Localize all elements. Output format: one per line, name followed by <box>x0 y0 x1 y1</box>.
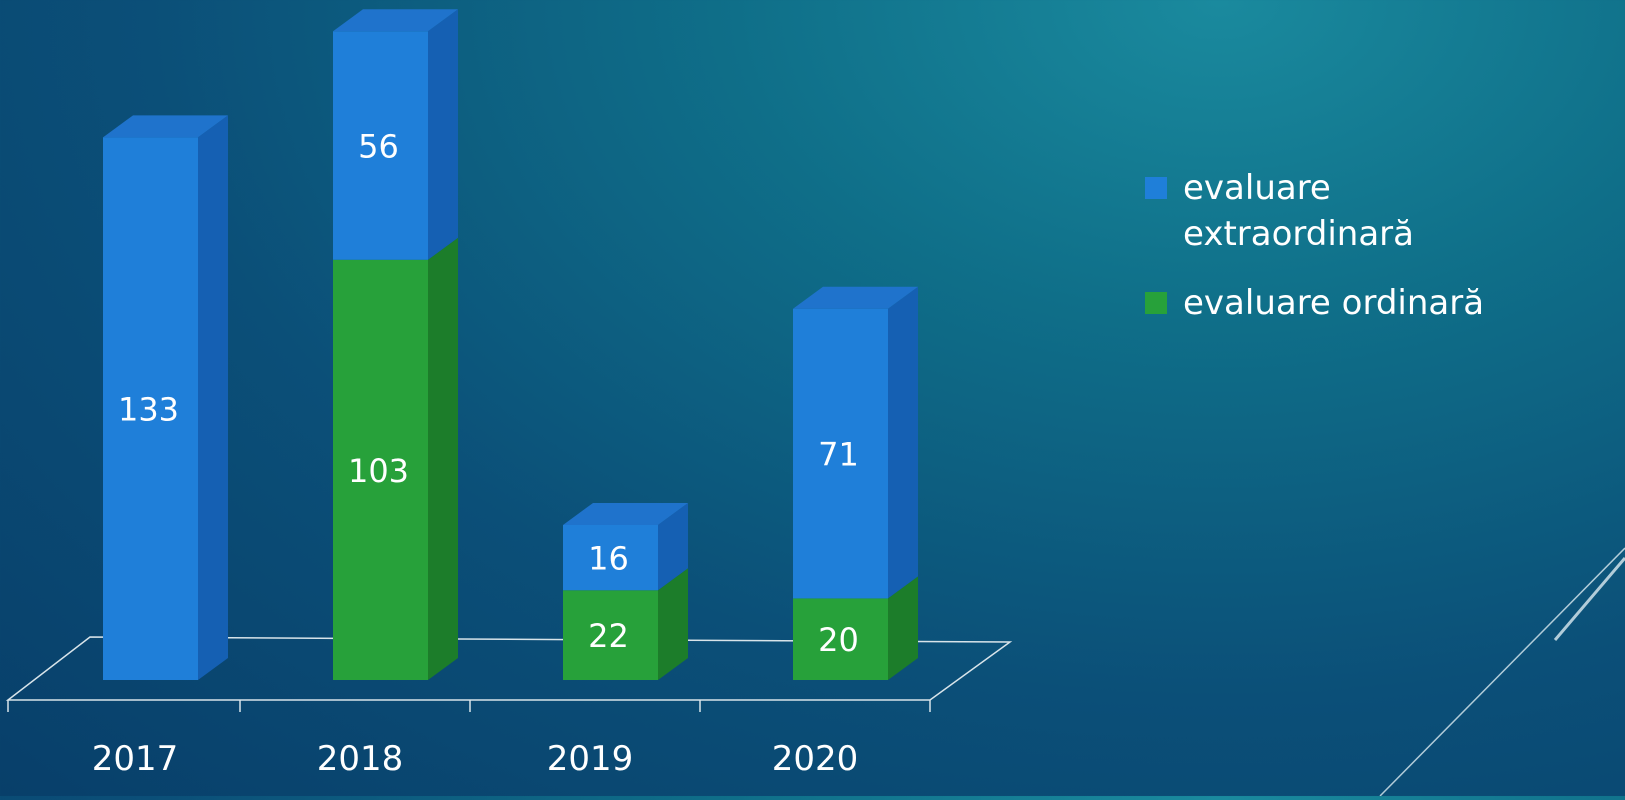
x-tick-label-2018: 2018 <box>317 739 404 779</box>
data-label-2020-evaluare-ordinară: 20 <box>818 621 859 659</box>
bar-2019-evaluare-ordinară <box>563 590 658 680</box>
data-label-2018-evaluare-extraordinară: 56 <box>358 128 399 166</box>
x-tick-label-2020: 2020 <box>772 739 859 779</box>
bar-side-2019-evaluare-ordinară <box>658 568 688 680</box>
bar-2018-evaluare-ordinară <box>333 259 428 680</box>
bar-side-2018-evaluare-ordinară <box>428 237 458 680</box>
legend-swatch <box>1145 292 1167 314</box>
bar-top-2017 <box>103 115 228 138</box>
bar-2019-evaluare-extraordinară <box>563 524 658 591</box>
chart-floor <box>5 636 1013 701</box>
decorative-lines <box>1379 547 1625 797</box>
bar-top-2020 <box>793 286 918 309</box>
data-label-2018-evaluare-ordinară: 103 <box>348 452 409 490</box>
legend-swatch <box>1145 177 1167 199</box>
bar-2020-evaluare-ordinară <box>793 598 888 680</box>
legend-label: evaluare ordinară <box>1183 283 1484 323</box>
legend-label: evaluare <box>1183 168 1331 208</box>
bar-top-2018 <box>333 9 458 32</box>
data-labels: 133 103 56 22 16 20 71 <box>118 128 859 660</box>
data-label-2019-evaluare-ordinară: 22 <box>588 617 629 655</box>
bar-side-2017-evaluare-extraordinară <box>198 115 228 681</box>
bar-side-2020-evaluare-ordinară <box>888 576 918 680</box>
bar-side-2019-evaluare-extraordinară <box>658 502 688 591</box>
floor-plane <box>5 636 1013 701</box>
x-tick-label-2017: 2017 <box>92 739 179 779</box>
bar-2020-evaluare-extraordinară <box>793 308 888 599</box>
data-label-2019-evaluare-extraordinară: 16 <box>588 540 629 578</box>
bar-top-2019 <box>563 502 688 525</box>
bar-side-2020-evaluare-extraordinară <box>888 286 918 599</box>
x-tick-label-2019: 2019 <box>547 739 634 779</box>
legend-label: extraordinară <box>1183 214 1414 254</box>
bars <box>103 9 918 681</box>
bar-side-2018-evaluare-extraordinară <box>428 9 458 260</box>
bar-2017-evaluare-extraordinară <box>103 137 198 681</box>
bar-2018-evaluare-extraordinară <box>333 31 428 260</box>
legend: evaluare extraordinară evaluare ordinară <box>1145 168 1484 323</box>
x-axis: 2017 2018 2019 2020 <box>7 700 931 779</box>
data-label-2020-evaluare-extraordinară: 71 <box>818 436 859 474</box>
decorative-line <box>1553 557 1625 641</box>
decorative-line <box>1379 547 1625 797</box>
data-label-2017-evaluare-extraordinară: 133 <box>118 391 179 429</box>
